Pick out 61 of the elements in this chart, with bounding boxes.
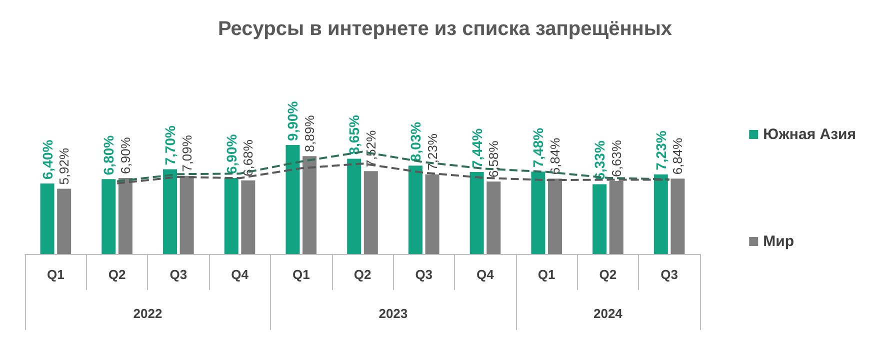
data-label: 6,63% [608, 140, 624, 177]
data-label: 8,03% [407, 121, 424, 162]
legend-label: Южная Азия [763, 126, 856, 143]
bar [102, 179, 116, 254]
data-label: 5,92% [56, 148, 72, 185]
bar [408, 166, 422, 254]
data-label: 6,68% [240, 139, 256, 176]
data-label: 7,48% [530, 127, 546, 168]
data-label: 6,40% [39, 139, 56, 180]
data-label: 7,23% [424, 133, 440, 170]
data-label: 6,58% [486, 140, 502, 178]
bar [486, 182, 501, 254]
bar [425, 174, 440, 254]
text: 2024 [592, 306, 624, 321]
text: 2022 [132, 306, 164, 321]
data-label: 6,84% [547, 137, 562, 175]
bar [224, 178, 238, 254]
data-label: 6,90% [223, 134, 240, 174]
bar [609, 180, 624, 254]
bar [40, 184, 54, 254]
data-label: 7,44% [468, 128, 485, 168]
bar [163, 169, 178, 254]
x-tick-label: Q2 [108, 267, 126, 282]
x-tick-label: Q3 [660, 267, 678, 282]
bar [118, 178, 132, 254]
x-tick-label: Q1 [292, 267, 310, 282]
bar [531, 172, 546, 254]
data-label: 7,09% [179, 134, 194, 172]
data-label: 6,80% [100, 134, 117, 176]
x-tick-label: Q4 [231, 267, 250, 282]
data-label: 9,90% [284, 100, 301, 141]
bar [592, 184, 607, 254]
bar [548, 178, 562, 254]
x-tick-label: Q4 [476, 267, 495, 282]
data-label: 8,89% [302, 114, 318, 152]
chart-title: Ресурсы в интернете из списка запрещённых [218, 18, 672, 40]
bar [670, 178, 685, 254]
x-tick-label: Q1 [47, 267, 64, 282]
bar [302, 156, 317, 254]
x-tick-label: Q3 [415, 267, 433, 282]
data-label: 7,70% [162, 124, 178, 166]
x-tick-label: Q3 [170, 267, 188, 282]
data-label: 7,23% [652, 130, 669, 170]
bar [180, 176, 194, 254]
bar [57, 188, 72, 254]
text: 2023 [378, 306, 409, 321]
x-tick-label: Q2 [354, 267, 372, 282]
bar [347, 158, 362, 254]
data-label: 8,65% [346, 114, 362, 155]
x-tick-label: Q1 [538, 267, 556, 282]
bar [286, 144, 300, 254]
bar [364, 171, 378, 254]
data-label: 7,52% [363, 130, 378, 168]
data-label: 6,33% [592, 140, 608, 180]
bar [654, 174, 668, 254]
bar [241, 180, 256, 254]
data-label: 6,84% [670, 137, 686, 175]
data-label: 6,90% [118, 136, 133, 174]
bar [470, 172, 484, 254]
x-tick-label: Q2 [599, 267, 617, 282]
legend-label: Мир [763, 233, 794, 250]
